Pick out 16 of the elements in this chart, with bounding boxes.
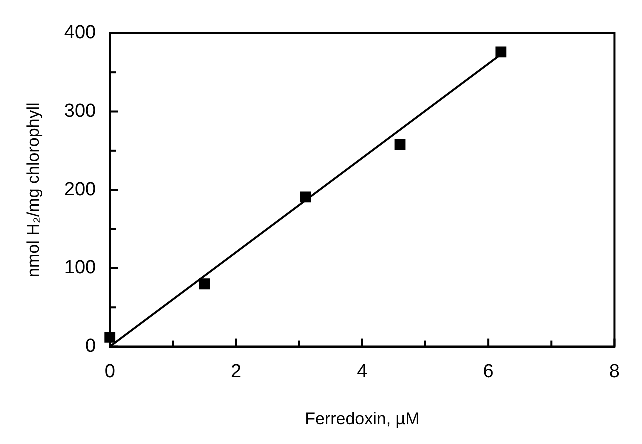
- x-tick-label: 6: [483, 361, 494, 382]
- x-tick-label: 2: [230, 361, 242, 382]
- x-axis-title: Ferredoxin, µM: [305, 409, 420, 428]
- point: [199, 278, 210, 290]
- y-tick-label: 300: [64, 100, 96, 122]
- x-tick-label: 0: [104, 361, 116, 382]
- y-tick-label: 0: [86, 336, 96, 358]
- point: [394, 139, 406, 150]
- y-axis-title: nmol H₂/mg chlorophyll: [24, 102, 43, 278]
- y-tick-label: 400: [64, 22, 96, 44]
- y-tick-label: 200: [64, 179, 96, 200]
- x-tick-label: 8: [609, 361, 620, 382]
- point: [300, 192, 312, 203]
- point: [496, 46, 507, 58]
- y-tick-label: 100: [64, 258, 96, 279]
- x-tick-label: 4: [357, 361, 368, 382]
